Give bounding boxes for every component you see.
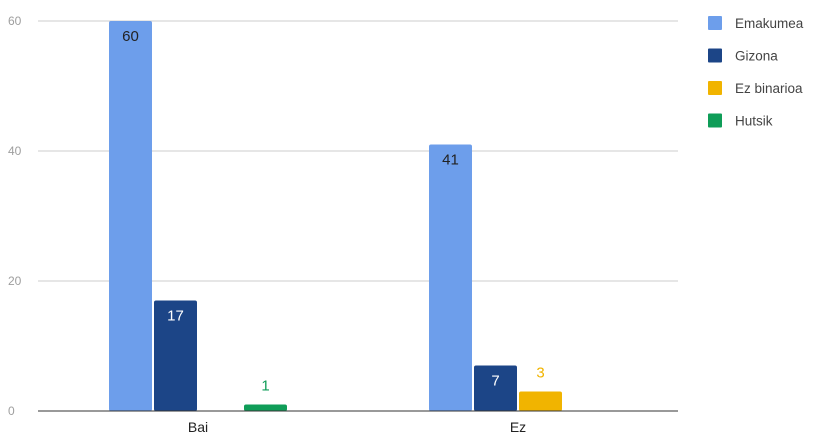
data-label: 17 (167, 308, 184, 325)
data-label: 3 (536, 365, 544, 382)
bars (109, 21, 562, 411)
x-category-label: Bai (188, 419, 208, 435)
x-axis-categories: Bai Ez (188, 419, 526, 435)
legend-label: Hutsik (735, 114, 773, 129)
legend-swatch (708, 113, 722, 128)
data-label: 7 (491, 373, 499, 390)
data-label: 41 (442, 152, 459, 169)
legend: Emakumea Gizona Ez binarioa Hutsik (708, 16, 804, 129)
legend-swatch (708, 16, 722, 30)
bar (154, 300, 197, 411)
legend-label: Gizona (735, 49, 778, 64)
x-category-label: Ez (510, 419, 526, 435)
legend-swatch (708, 48, 722, 63)
bar (244, 404, 287, 411)
y-tick-label: 0 (8, 404, 15, 418)
data-label: 1 (261, 378, 269, 395)
bar (519, 391, 562, 411)
legend-label: Emakumea (735, 16, 804, 31)
legend-label: Ez binarioa (735, 81, 803, 96)
bar (429, 144, 472, 411)
data-label: 60 (122, 28, 139, 45)
y-tick-label: 60 (8, 14, 22, 28)
bar (474, 365, 517, 411)
y-tick-label: 40 (8, 144, 22, 158)
legend-swatch (708, 81, 722, 95)
data-labels: 60 17 1 41 7 3 (122, 28, 545, 395)
bar (109, 21, 152, 411)
y-axis-ticks: 0 20 40 60 (8, 14, 22, 418)
y-tick-label: 20 (8, 274, 22, 288)
